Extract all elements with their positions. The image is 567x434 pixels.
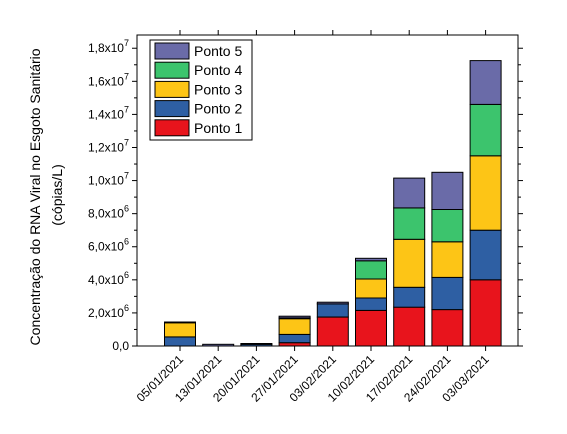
legend-label-ponto-3: Ponto 3 bbox=[194, 81, 242, 97]
bar-ponto-2-8 bbox=[431, 276, 464, 311]
bar-ponto-1-7 bbox=[393, 306, 426, 347]
y-tick-label-3: 6,0x106 bbox=[88, 237, 129, 254]
bar-ponto-3-9 bbox=[469, 155, 502, 231]
bar-ponto-3-7 bbox=[393, 238, 426, 288]
y-tick-label-6: 1,2x107 bbox=[88, 137, 129, 154]
legend-label-ponto-1: Ponto 1 bbox=[194, 120, 242, 136]
bar-ponto-5-5 bbox=[316, 301, 349, 305]
bar-ponto-5-8 bbox=[431, 171, 464, 211]
legend-swatch-ponto-1 bbox=[154, 119, 190, 137]
y-tick-label-2: 4,0x106 bbox=[88, 270, 129, 287]
bar-ponto-5-9 bbox=[469, 60, 502, 105]
bar-ponto-3-8 bbox=[431, 241, 464, 278]
legend-label-ponto-5: Ponto 5 bbox=[194, 43, 242, 59]
bar-ponto-5-1 bbox=[164, 321, 196, 324]
bar-ponto-2-6 bbox=[355, 297, 387, 311]
legend-swatch-ponto-3 bbox=[154, 80, 190, 98]
y-tick-label-5: 1,0x107 bbox=[88, 171, 129, 188]
bar-ponto-4-7 bbox=[393, 207, 426, 240]
bar-ponto-5-3 bbox=[240, 343, 273, 345]
bars-group bbox=[164, 60, 502, 347]
y-tick-label-0: 0,0 bbox=[112, 339, 129, 353]
legend-swatch-ponto-2 bbox=[154, 100, 190, 118]
bar-ponto-1-5 bbox=[316, 316, 349, 347]
bar-ponto-1-6 bbox=[355, 309, 387, 347]
bar-ponto-3-6 bbox=[355, 278, 387, 299]
bar-ponto-1-9 bbox=[469, 279, 502, 347]
legend-label-ponto-2: Ponto 2 bbox=[194, 101, 242, 117]
bar-ponto-5-4 bbox=[278, 315, 311, 319]
bar-ponto-3-1 bbox=[164, 322, 196, 338]
bar-ponto-4-6 bbox=[355, 260, 387, 280]
bar-ponto-5-7 bbox=[393, 177, 426, 209]
legend-swatch-ponto-5 bbox=[154, 42, 190, 60]
y-tick-label-7: 1,4x107 bbox=[88, 104, 129, 121]
bar-ponto-2-7 bbox=[393, 286, 426, 308]
bar-ponto-3-4 bbox=[278, 318, 311, 335]
legend: Ponto 5 Ponto 4 Ponto 3 Ponto 2 Ponto 1 bbox=[149, 39, 253, 141]
bar-ponto-2-5 bbox=[316, 303, 349, 318]
plot-frame bbox=[136, 34, 519, 347]
bar-ponto-4-9 bbox=[469, 104, 502, 157]
y-axis-title-line2: (cópias/L) bbox=[49, 164, 65, 225]
legend-swatch-ponto-4 bbox=[154, 61, 190, 79]
bar-ponto-2-4 bbox=[278, 333, 311, 344]
bar-ponto-4-8 bbox=[431, 209, 464, 243]
bar-ponto-5-6 bbox=[355, 257, 387, 262]
y-tick-label-8: 1,6x107 bbox=[88, 71, 129, 88]
bar-ponto-1-8 bbox=[431, 309, 464, 347]
y-axis-title: Concentração do RNA Viral no Esgoto Sani… bbox=[27, 45, 65, 346]
bar-ponto-2-1 bbox=[164, 336, 196, 347]
y-axis-title-line1: Concentração do RNA Viral no Esgoto Sani… bbox=[27, 48, 43, 345]
y-tick-label-1: 2,0x106 bbox=[88, 303, 129, 320]
y-tick-label-9: 1,8x107 bbox=[88, 38, 129, 55]
bar-ponto-2-9 bbox=[469, 229, 502, 281]
y-tick-label-4: 8,0x106 bbox=[88, 204, 129, 221]
legend-label-ponto-4: Ponto 4 bbox=[194, 62, 242, 78]
